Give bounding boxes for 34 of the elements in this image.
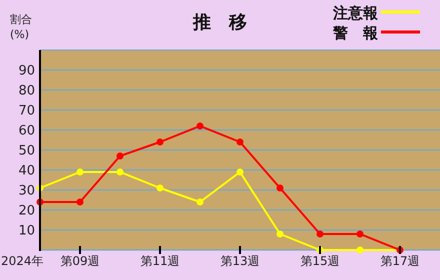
point <box>76 168 84 176</box>
x-tick-label: 第09週 <box>60 254 100 268</box>
y-tick-label: 80 <box>18 84 35 99</box>
point <box>316 230 324 238</box>
point <box>76 198 84 206</box>
x-tick-label: 第15週 <box>300 254 340 268</box>
y-tick-label: 30 <box>18 184 35 199</box>
y-tick-label: 50 <box>18 144 35 159</box>
point <box>156 138 164 146</box>
text: 2024年 <box>1 254 44 268</box>
point <box>276 184 284 192</box>
y-tick-label: 40 <box>18 164 35 179</box>
point <box>356 230 364 238</box>
y-tick-label: 20 <box>18 204 35 219</box>
y-tick-label: 60 <box>18 124 35 139</box>
x-tick-label: 第13週 <box>220 254 260 268</box>
point <box>276 230 284 238</box>
point <box>236 168 244 176</box>
point <box>116 152 124 160</box>
legend-label: 注意報 <box>332 4 379 22</box>
x-tick-label: 第17週 <box>380 254 420 268</box>
y-tick-label: 10 <box>18 224 35 239</box>
y-tick-label: 90 <box>18 64 35 79</box>
point <box>116 168 124 176</box>
point <box>196 198 204 206</box>
y-tick-label: 70 <box>18 104 35 119</box>
point <box>196 122 204 130</box>
point <box>236 138 244 146</box>
legend-label: 警 報 <box>332 24 379 42</box>
x-tick-label: 第11週 <box>140 254 180 268</box>
point <box>156 184 164 192</box>
chart-title: 推 移 <box>192 12 247 33</box>
point <box>356 246 364 254</box>
y-axis-title: 割合 (%) <box>10 13 32 41</box>
